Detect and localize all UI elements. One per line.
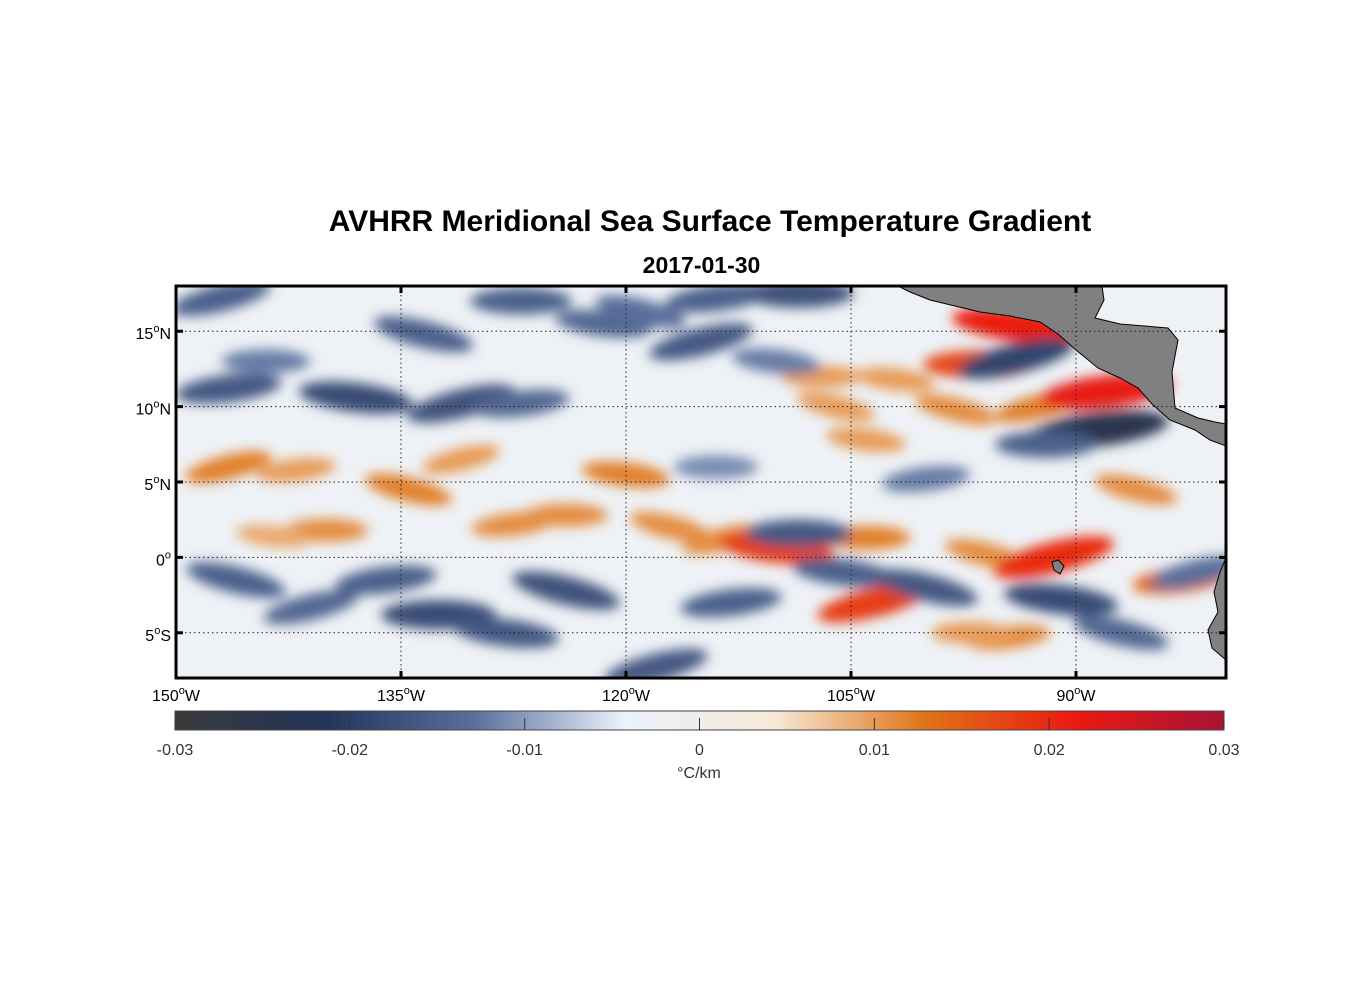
cold-front-31 <box>881 465 971 493</box>
cold-front-16 <box>335 565 437 595</box>
cold-front-27 <box>995 431 1097 458</box>
cold-front-4 <box>373 316 474 353</box>
lat-tick-label: 5oS <box>145 625 171 645</box>
cold-front-24 <box>874 569 978 607</box>
warm-front-4 <box>365 473 452 506</box>
cold-front-19 <box>512 571 620 610</box>
colorbar-tick-label: -0.02 <box>332 742 369 759</box>
cold-front-1 <box>176 373 282 404</box>
land-central-america <box>897 286 1226 447</box>
warm-front-8 <box>581 461 671 488</box>
land-south-america <box>1207 557 1226 661</box>
warm-front-0 <box>185 451 272 483</box>
cold-front-0 <box>176 286 271 316</box>
colorbar: -0.03 -0.02 -0.01 0 0.01 0.02 0.03 °C/km <box>157 710 1240 782</box>
chart-subtitle: 2017-01-30 <box>642 252 761 278</box>
land-galapagos <box>1051 559 1065 575</box>
cold-front-6 <box>472 389 570 418</box>
colorbar-tick-label: 0.03 <box>1208 742 1239 759</box>
lon-tick-label: 150oW <box>152 685 201 705</box>
colorbar-tick-label: 0.02 <box>1034 742 1065 759</box>
longitude-labels: 150oW 135oW 120oW 105oW 90oW <box>152 685 1096 705</box>
lat-tick-label: 0o <box>156 549 171 569</box>
colorbar-tick-label: -0.01 <box>506 742 543 759</box>
cold-front-5 <box>407 384 515 423</box>
colorbar-unit-label: °C/km <box>677 765 721 782</box>
lon-tick-label: 105oW <box>827 685 876 705</box>
cold-front-30 <box>1150 555 1226 589</box>
cold-front-11 <box>665 286 767 313</box>
map-ticks <box>174 286 1226 678</box>
lon-tick-label: 90oW <box>1056 685 1096 705</box>
cold-front-9 <box>595 295 687 329</box>
warm-front-5 <box>422 444 500 474</box>
cold-front-21 <box>680 588 782 618</box>
cold-front-25 <box>957 337 1075 379</box>
colorbar-ticks: -0.03 -0.02 -0.01 0 0.01 0.02 0.03 <box>157 718 1240 759</box>
warm-front-7 <box>523 503 609 527</box>
warm-front-19 <box>914 394 998 425</box>
lat-tick-label: 5oN <box>144 474 171 494</box>
map-panel <box>176 286 1226 678</box>
lat-tick-label: 10oN <box>136 399 171 419</box>
warm-front-9 <box>629 512 713 543</box>
cold-front-23 <box>792 557 895 588</box>
cold-front-14 <box>186 562 286 598</box>
cold-front-32 <box>673 455 759 479</box>
lon-tick-label: 135oW <box>377 685 426 705</box>
cold-front-2 <box>221 349 311 374</box>
cold-front-3 <box>298 381 414 414</box>
colorbar-tick-label: 0 <box>695 742 704 759</box>
cold-front-15 <box>263 589 359 625</box>
warm-front-29 <box>797 392 875 422</box>
warm-front-3 <box>235 524 312 548</box>
cold-front-13 <box>731 348 821 375</box>
cold-front-22 <box>745 519 852 547</box>
warm-front-1 <box>256 457 336 483</box>
colorbar-tick-label: 0.01 <box>859 742 890 759</box>
warm-front-17 <box>931 621 1011 644</box>
lon-tick-label: 120oW <box>602 685 651 705</box>
cold-front-12 <box>743 286 854 308</box>
warm-front-18 <box>826 427 906 452</box>
cold-front-7 <box>470 287 572 315</box>
cold-front-10 <box>649 323 753 361</box>
warm-front-24 <box>1094 474 1178 505</box>
latitude-labels: 15oN 10oN 5oN 0o 5oS <box>136 323 171 645</box>
colorbar-tick-label: -0.03 <box>157 742 194 759</box>
cold-front-28 <box>1003 583 1119 616</box>
chart-title: AVHRR Meridional Sea Surface Temperature… <box>328 205 1092 238</box>
warm-front-28 <box>856 367 936 392</box>
lat-tick-label: 15oN <box>136 323 171 343</box>
